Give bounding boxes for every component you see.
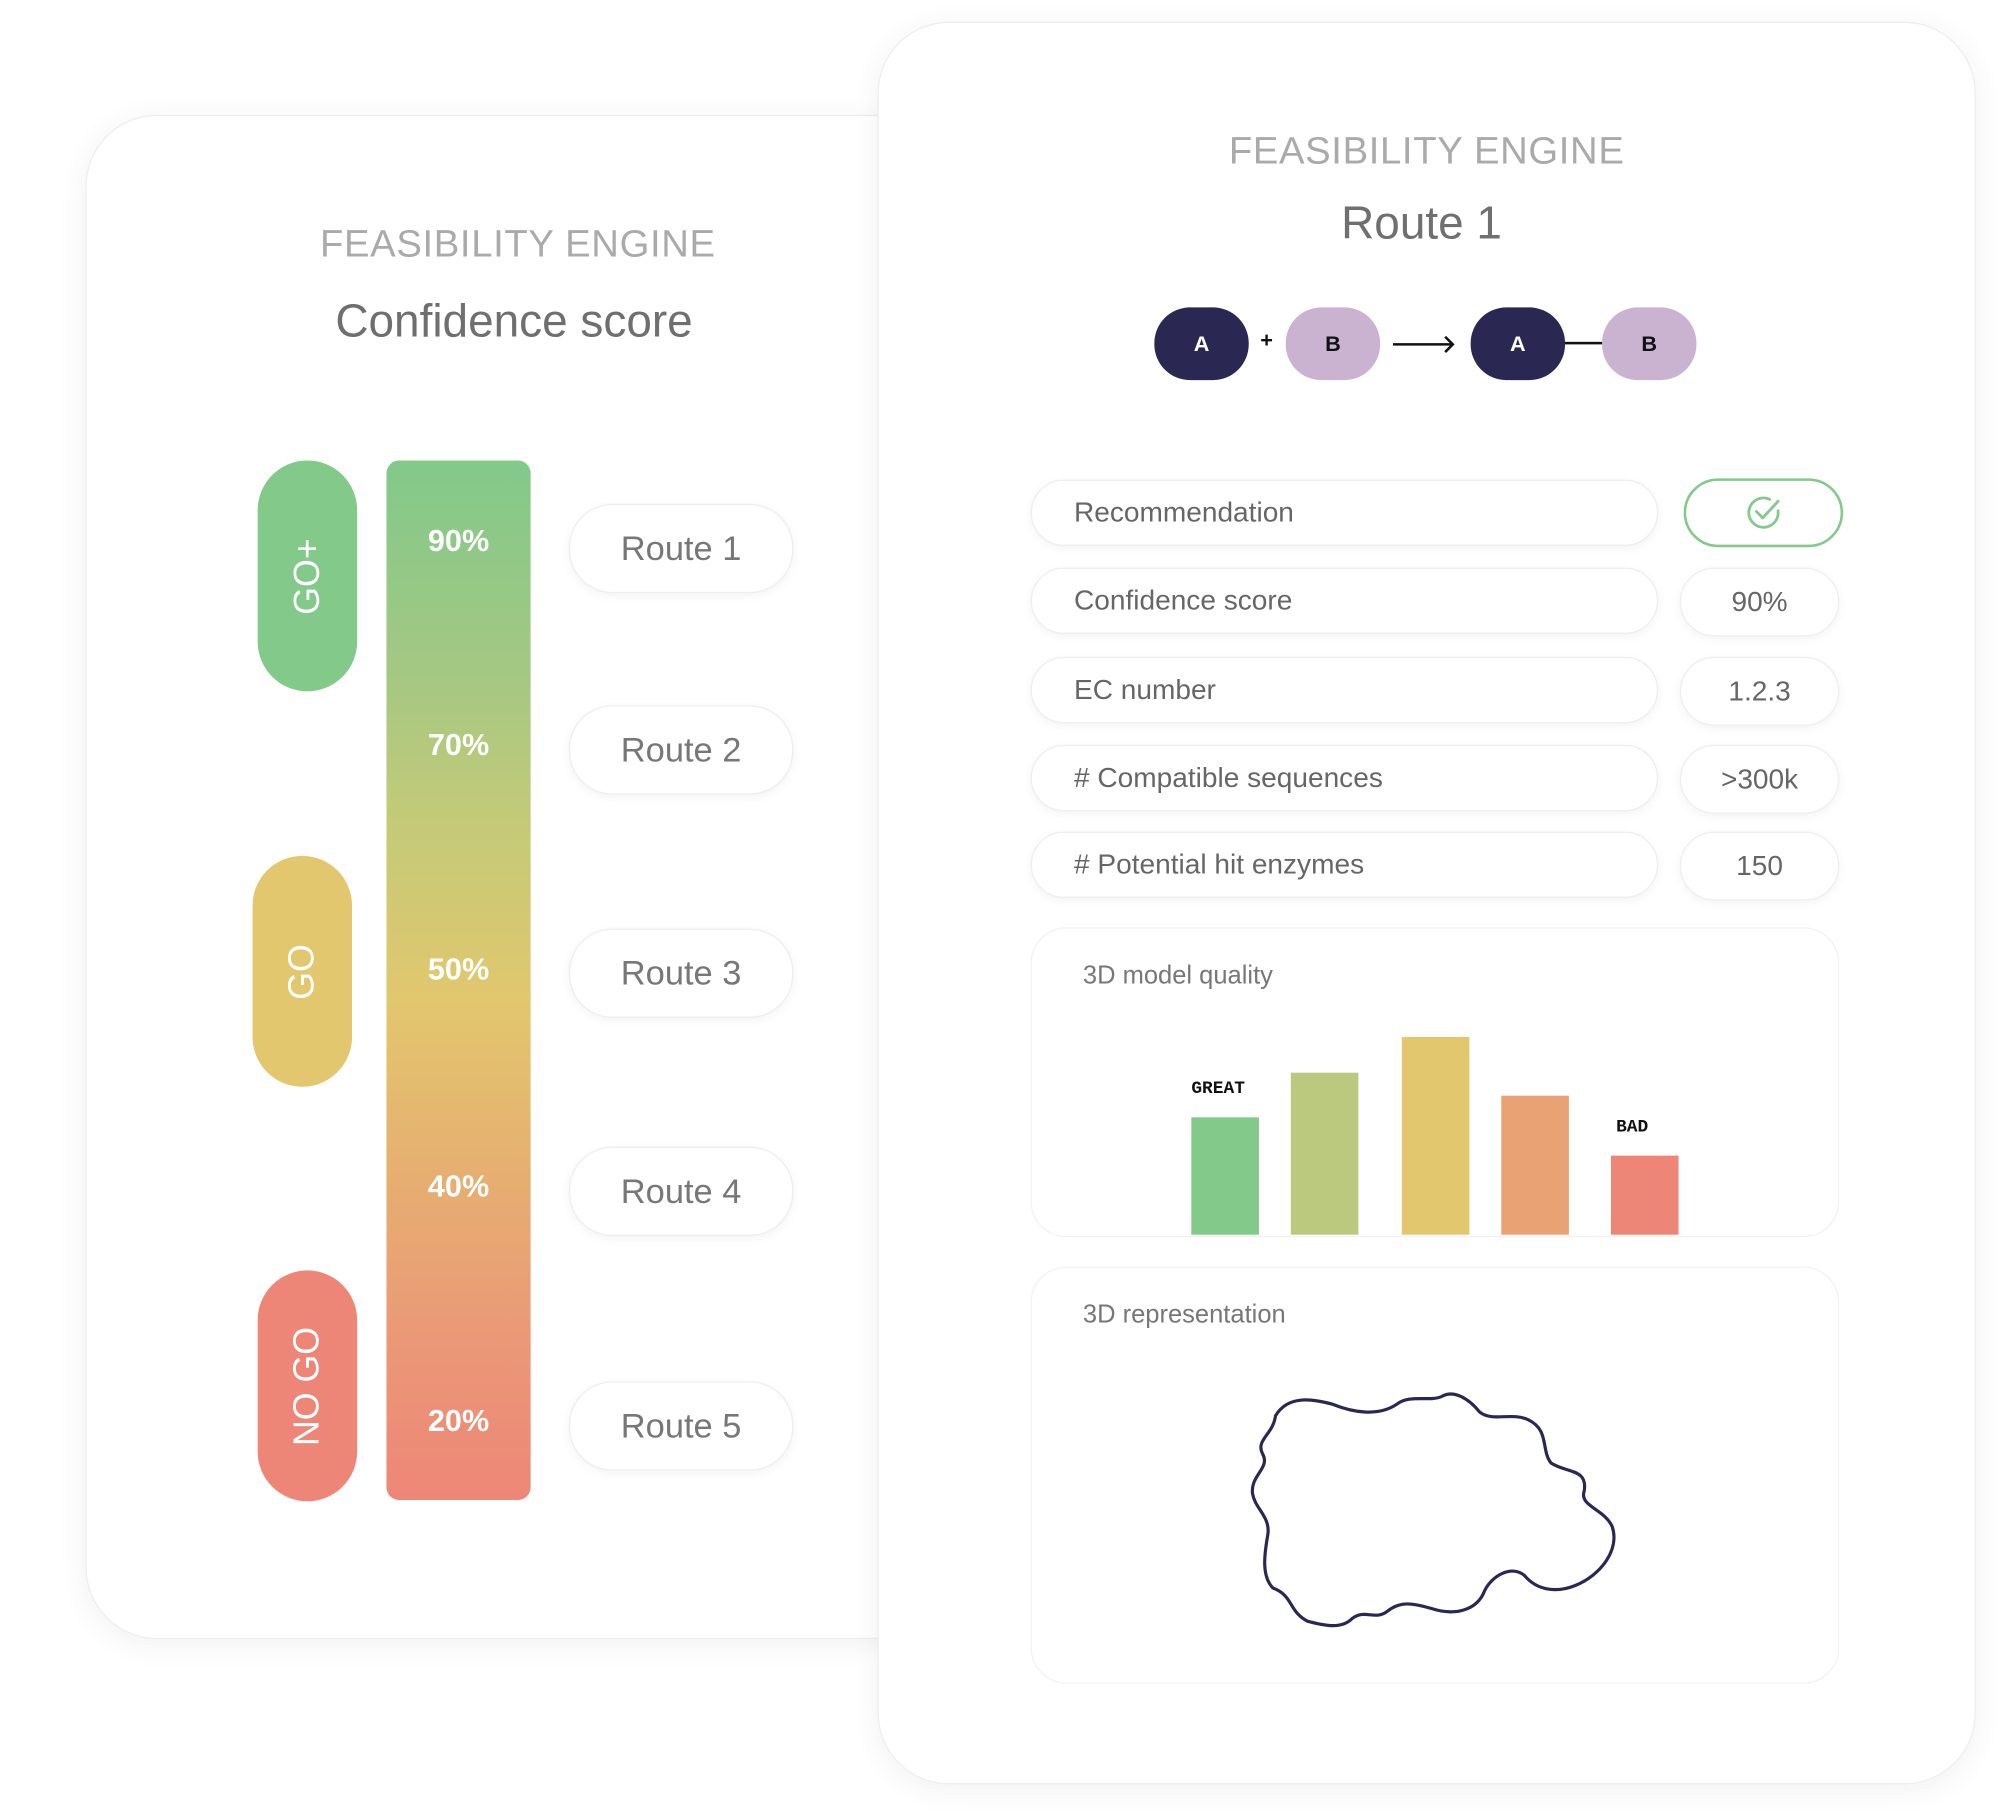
- confidence-score-value: 90%: [1679, 567, 1840, 637]
- product-b-node: B: [1602, 307, 1697, 381]
- product-a-node: A: [1470, 307, 1566, 381]
- scale-label: 70%: [427, 728, 490, 763]
- arrow-right-icon: [1392, 335, 1455, 353]
- recommendation-label: Recommendation: [1030, 479, 1659, 546]
- route-1-button[interactable]: Route 1: [568, 503, 794, 594]
- zone-go-plus: GO+: [257, 460, 358, 692]
- great-label: GREAT: [1191, 1079, 1245, 1100]
- scale-label: 50%: [427, 952, 490, 988]
- route-4-button[interactable]: Route 4: [568, 1146, 794, 1236]
- reactant-a-node: A: [1154, 307, 1249, 381]
- bond-line: [1563, 341, 1605, 345]
- route-2-button[interactable]: Route 2: [568, 705, 794, 795]
- zone-label: GO+: [286, 537, 327, 615]
- potential-hit-enzymes-value: 150: [1679, 831, 1840, 901]
- check-circle-icon: [1746, 496, 1779, 529]
- plus-sign: +: [1260, 327, 1273, 353]
- card-subtitle: Confidence score: [335, 294, 693, 347]
- reactant-b-node: B: [1285, 307, 1381, 381]
- quality-bar-4: [1501, 1095, 1569, 1235]
- zone-label: NO GO: [286, 1326, 327, 1446]
- panel-title: 3D model quality: [1082, 961, 1273, 990]
- quality-bar-5: [1610, 1155, 1679, 1235]
- route-5-button[interactable]: Route 5: [568, 1381, 794, 1471]
- panel-title: 3D representation: [1082, 1301, 1286, 1330]
- engine-title: FEASIBILITY ENGINE: [320, 223, 716, 266]
- zone-go: GO: [252, 855, 353, 1087]
- ec-number-label: EC number: [1030, 656, 1659, 724]
- compatible-sequences-label: # Compatible sequences: [1030, 744, 1659, 812]
- zone-label: GO: [281, 943, 322, 1000]
- scale-label: 20%: [427, 1404, 490, 1439]
- route-3-button[interactable]: Route 3: [568, 928, 794, 1018]
- engine-title: FEASIBILITY ENGINE: [1228, 130, 1625, 173]
- ec-number-value: 1.2.3: [1679, 656, 1840, 726]
- confidence-gradient-bar: [386, 460, 531, 1500]
- scale-label: 40%: [427, 1169, 490, 1205]
- bad-label: BAD: [1616, 1117, 1649, 1138]
- quality-bar-1: [1191, 1117, 1259, 1235]
- zone-no-go: NO GO: [257, 1270, 358, 1502]
- quality-bar-3: [1401, 1036, 1470, 1235]
- route-title: Route 1: [1341, 196, 1502, 249]
- confidence-score-label: Confidence score: [1030, 567, 1659, 634]
- representation-panel: 3D representation: [1030, 1266, 1840, 1684]
- compatible-sequences-value: >300k: [1679, 744, 1840, 814]
- recommendation-value: [1683, 478, 1844, 548]
- protein-blob-shape: [1250, 1392, 1616, 1628]
- quality-bar-2: [1290, 1072, 1359, 1235]
- scale-label: 90%: [427, 524, 490, 559]
- confidence-score-card: FEASIBILITY ENGINE Confidence score: [85, 114, 981, 1640]
- potential-hit-enzymes-label: # Potential hit enzymes: [1030, 831, 1659, 898]
